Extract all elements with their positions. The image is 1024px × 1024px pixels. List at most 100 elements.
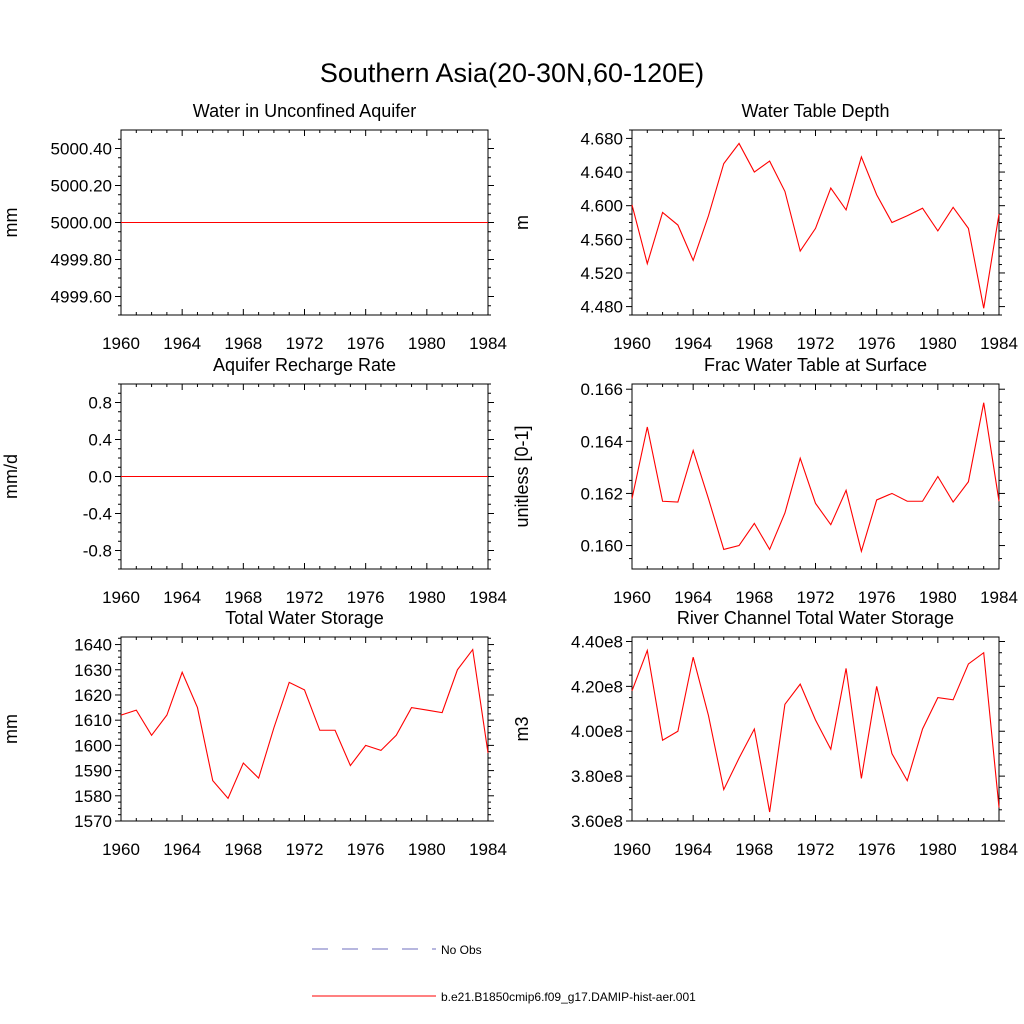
y-tick-label: 0.162 bbox=[580, 484, 623, 503]
series-line bbox=[120, 648, 489, 800]
y-axis-label: mm/d bbox=[1, 454, 21, 499]
y-tick-label: 4.520 bbox=[580, 264, 623, 283]
x-tick-label: 1964 bbox=[163, 840, 201, 859]
x-tick-label: 1980 bbox=[408, 840, 446, 859]
panel-title: Frac Water Table at Surface bbox=[704, 355, 927, 375]
y-tick-label: 1610 bbox=[74, 711, 112, 730]
x-tick-label: 1968 bbox=[735, 588, 773, 607]
y-tick-label: 4.20e8 bbox=[571, 677, 623, 696]
x-tick-label: 1984 bbox=[469, 588, 507, 607]
x-tick-label: 1964 bbox=[163, 334, 201, 353]
y-tick-label: 4.00e8 bbox=[571, 722, 623, 741]
x-tick-label: 1968 bbox=[224, 334, 262, 353]
y-tick-label: 1590 bbox=[74, 762, 112, 781]
y-tick-label: 4.640 bbox=[580, 163, 623, 182]
panel-5: Total Water Storage mm 1960 1964 1968 1972 197… bbox=[1, 608, 507, 859]
y-tick-label: 1600 bbox=[74, 736, 112, 755]
x-tick-label: 1972 bbox=[286, 334, 324, 353]
x-tick-label: 1980 bbox=[408, 334, 446, 353]
x-tick-label: 1976 bbox=[858, 588, 896, 607]
x-tick-label: 1960 bbox=[613, 840, 651, 859]
y-tick-label: 5000.20 bbox=[51, 177, 112, 196]
series-line bbox=[631, 142, 1000, 309]
y-axis-label: mm bbox=[1, 208, 21, 238]
legend-obs-label: No Obs bbox=[441, 943, 482, 957]
panel-title: Aquifer Recharge Rate bbox=[213, 355, 396, 375]
x-tick-label: 1960 bbox=[613, 334, 651, 353]
y-tick-label: 1580 bbox=[74, 787, 112, 806]
panel-title: River Channel Total Water Storage bbox=[677, 608, 954, 628]
x-tick-label: 1960 bbox=[102, 334, 140, 353]
x-tick-label: 1984 bbox=[469, 840, 507, 859]
y-tick-label: 0.164 bbox=[580, 432, 623, 451]
x-tick-label: 1972 bbox=[797, 840, 835, 859]
x-tick-label: 1984 bbox=[980, 588, 1018, 607]
panel-title: Total Water Storage bbox=[225, 608, 383, 628]
y-tick-label: 4.560 bbox=[580, 230, 623, 249]
panel-3: Aquifer Recharge Rate mm/d 1960 1964 1968 197… bbox=[1, 355, 507, 607]
y-tick-label: 5000.40 bbox=[51, 140, 112, 159]
x-tick-label: 1968 bbox=[735, 334, 773, 353]
x-tick-label: 1972 bbox=[286, 840, 324, 859]
y-tick-label: 1640 bbox=[74, 636, 112, 655]
plot-frame bbox=[120, 636, 489, 822]
x-tick-label: 1980 bbox=[919, 588, 957, 607]
panel-title: Water in Unconfined Aquifer bbox=[193, 101, 416, 121]
y-tick-label: 0.166 bbox=[580, 380, 623, 399]
y-tick-label: 0.0 bbox=[88, 468, 112, 487]
y-tick-label: 4.680 bbox=[580, 129, 623, 148]
x-tick-label: 1976 bbox=[347, 588, 385, 607]
y-axis-label: m3 bbox=[512, 716, 532, 741]
y-tick-label: 4.40e8 bbox=[571, 632, 623, 651]
y-tick-label: -0.4 bbox=[83, 505, 112, 524]
figure-title: Southern Asia(20-30N,60-120E) bbox=[320, 58, 704, 88]
y-tick-label: 1570 bbox=[74, 812, 112, 831]
panel-title: Water Table Depth bbox=[741, 101, 889, 121]
y-tick-label: 0.4 bbox=[88, 431, 112, 450]
series-line bbox=[631, 402, 1000, 554]
y-tick-label: 5000.00 bbox=[51, 214, 112, 233]
x-tick-label: 1980 bbox=[919, 840, 957, 859]
y-axis-label: mm bbox=[1, 714, 21, 744]
y-tick-label: 1630 bbox=[74, 661, 112, 680]
x-tick-label: 1984 bbox=[469, 334, 507, 353]
y-tick-label: 4.480 bbox=[580, 298, 623, 317]
x-tick-label: 1976 bbox=[858, 840, 896, 859]
series-line bbox=[631, 648, 1000, 813]
y-axis-label: unitless [0-1] bbox=[512, 425, 532, 527]
x-tick-label: 1972 bbox=[797, 588, 835, 607]
plot-frame bbox=[631, 636, 1000, 822]
x-tick-label: 1960 bbox=[613, 588, 651, 607]
x-tick-label: 1976 bbox=[347, 840, 385, 859]
x-tick-label: 1976 bbox=[858, 334, 896, 353]
x-tick-label: 1968 bbox=[735, 840, 773, 859]
panel-4: Frac Water Table at Surface unitless [0-1… bbox=[512, 355, 1018, 607]
x-tick-label: 1984 bbox=[980, 840, 1018, 859]
y-tick-label: 0.8 bbox=[88, 394, 112, 413]
y-tick-label: 3.60e8 bbox=[571, 812, 623, 831]
y-axis-label: m bbox=[512, 215, 532, 230]
y-tick-label: 4999.80 bbox=[51, 251, 112, 270]
y-tick-label: -0.8 bbox=[83, 542, 112, 561]
y-tick-label: 3.80e8 bbox=[571, 767, 623, 786]
y-tick-label: 4999.60 bbox=[51, 288, 112, 307]
x-tick-label: 1964 bbox=[674, 588, 712, 607]
x-tick-label: 1980 bbox=[919, 334, 957, 353]
x-tick-label: 1976 bbox=[347, 334, 385, 353]
panel-6: River Channel Total Water Storage m3 1960 1… bbox=[512, 608, 1018, 859]
x-tick-label: 1964 bbox=[674, 334, 712, 353]
x-tick-label: 1964 bbox=[674, 840, 712, 859]
x-tick-label: 1980 bbox=[408, 588, 446, 607]
x-tick-label: 1960 bbox=[102, 588, 140, 607]
panel-1: Water in Unconfined Aquifer mm 1960 1964 196… bbox=[1, 101, 507, 353]
x-tick-label: 1964 bbox=[163, 588, 201, 607]
x-tick-label: 1972 bbox=[797, 334, 835, 353]
x-tick-label: 1960 bbox=[102, 840, 140, 859]
panels: Water in Unconfined Aquifer mm 1960 1964 196… bbox=[1, 101, 1018, 859]
panel-2: Water Table Depth m 1960 1964 1968 1972 1976 19… bbox=[512, 101, 1018, 353]
plot-frame bbox=[631, 383, 1000, 570]
x-tick-label: 1984 bbox=[980, 334, 1018, 353]
x-tick-label: 1968 bbox=[224, 840, 262, 859]
x-tick-label: 1968 bbox=[224, 588, 262, 607]
